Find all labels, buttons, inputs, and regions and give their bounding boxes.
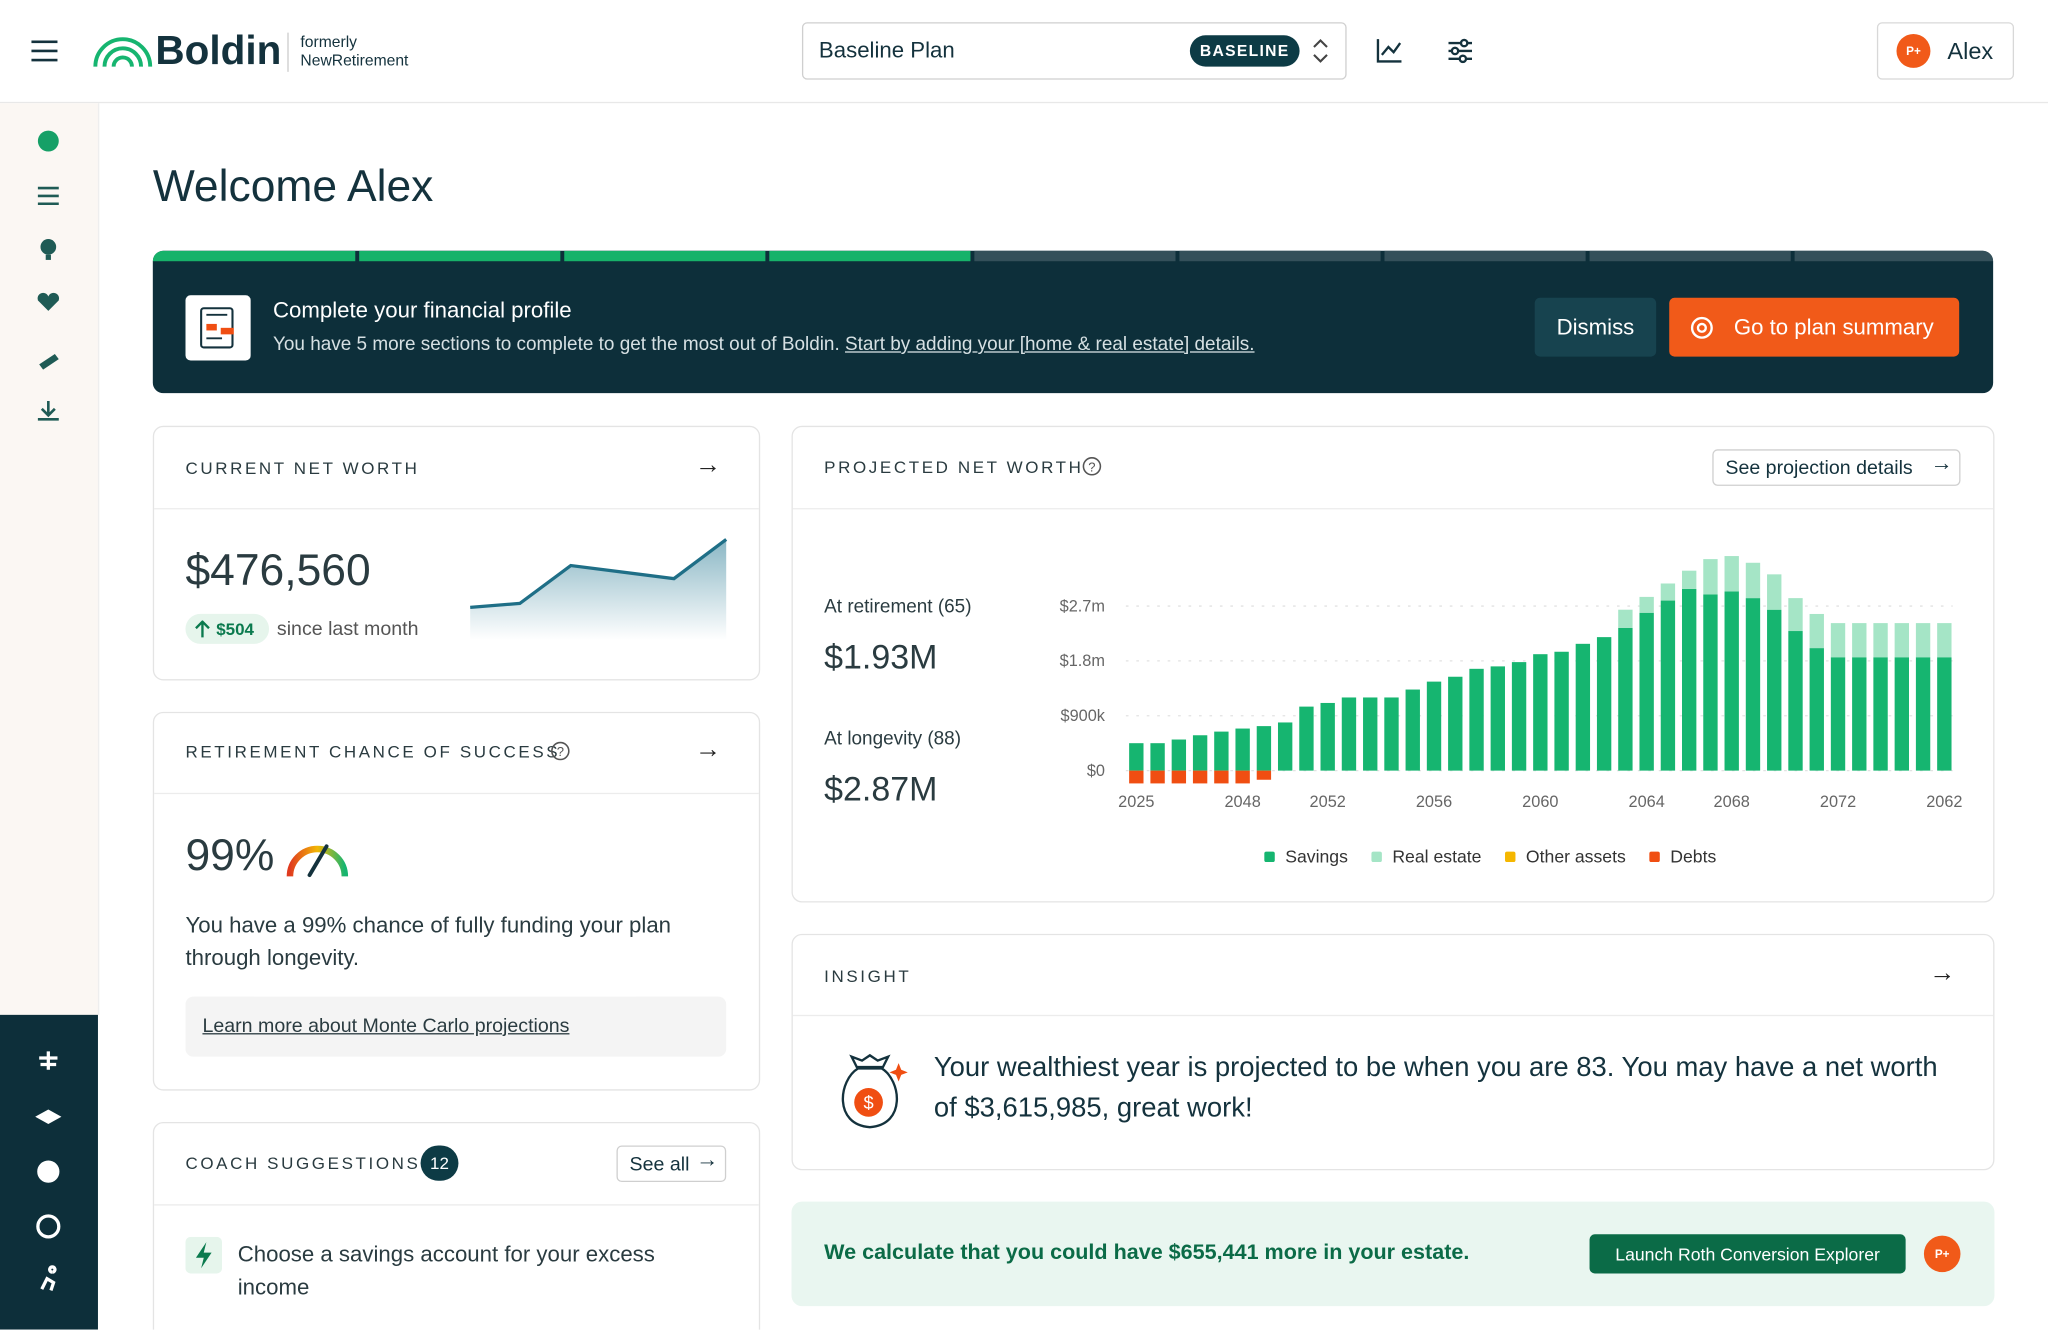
sidebar-icons[interactable]: [0, 103, 98, 1329]
welcome: Welcome Alex: [152, 161, 434, 212]
logo-text: Boldin: [155, 27, 282, 74]
longevity-value: $2.87M: [824, 769, 938, 809]
former-name: NewRetirement: [300, 50, 409, 70]
change-note: since last month: [276, 617, 419, 640]
cta-icon: [1690, 316, 1713, 339]
dismiss-button[interactable]: Dismiss: [1534, 297, 1657, 357]
top-bar: [0, 0, 2048, 104]
projection-details-button[interactable]: See projection details: [1712, 449, 1961, 486]
insight-card: [791, 933, 1995, 1171]
plan-summary-button[interactable]: Go to plan summary: [1669, 297, 1960, 357]
change-pill: $504: [185, 613, 270, 644]
card-arrow[interactable]: →: [694, 735, 721, 765]
retirement-label: At retirement (65): [824, 596, 972, 618]
chart-icon[interactable]: [1375, 38, 1404, 64]
see-all-button[interactable]: See all: [616, 1145, 727, 1183]
help-icon[interactable]: ?: [550, 741, 571, 762]
see-all-arrow: →: [696, 1146, 719, 1172]
projection-card: [791, 425, 1995, 903]
roth-text: We calculate that you could have $655,44…: [824, 1240, 1470, 1265]
plan-badge: BASELINE: [1189, 35, 1300, 67]
banner-title: Complete your financial profile: [272, 297, 572, 323]
success-value: 99%: [185, 830, 275, 881]
card-title: COACH SUGGESTIONS: [185, 1153, 421, 1173]
card-title: CURRENT NET WORTH: [185, 458, 420, 479]
logo-mark: [93, 37, 153, 67]
insight-text: Your wealthiest year is projected to be …: [933, 1052, 1938, 1124]
count-badge: 12: [420, 1145, 459, 1181]
svg-text:?: ?: [1088, 460, 1095, 475]
user-button[interactable]: [1876, 22, 2015, 80]
plan-name: Baseline Plan: [818, 37, 955, 63]
chevrons: [1313, 39, 1328, 63]
help-icon[interactable]: ?: [1081, 456, 1102, 477]
longevity-label: At longevity (88): [824, 728, 962, 750]
learn-box: [185, 996, 727, 1057]
net-worth-value: $476,560: [185, 545, 371, 596]
card-arrow[interactable]: →: [1929, 958, 1956, 988]
user-badge: P+: [1896, 33, 1931, 68]
card-title: RETIREMENT CHANCE OF SUCCESS: [185, 741, 561, 762]
retirement-value: $1.93M: [824, 637, 938, 677]
coach-item[interactable]: Choose a savings account for your excess…: [237, 1242, 655, 1300]
bolt-icon: [185, 1236, 223, 1274]
user-name: Alex: [1947, 37, 1994, 64]
svg-text:?: ?: [557, 744, 564, 759]
card-arrow[interactable]: →: [694, 450, 721, 480]
money-bag-icon: $: [841, 1053, 908, 1129]
profile-icon: [185, 295, 251, 361]
plan-selector[interactable]: [801, 22, 1347, 80]
roth-button[interactable]: Launch Roth Conversion Explorer: [1589, 1234, 1906, 1274]
sparkline: [470, 538, 728, 640]
success-text: You have a 99% chance of fully funding y…: [185, 912, 672, 971]
banner-text: You have 5 more sections to complete to …: [273, 334, 1255, 355]
settings-icon[interactable]: [1447, 38, 1476, 64]
formerly: formerly: [300, 32, 358, 51]
logo-divider: [287, 32, 289, 72]
card-title: INSIGHT: [824, 966, 912, 987]
gauge: [286, 844, 349, 878]
card-title: PROJECTED NET WORTH: [824, 457, 1084, 477]
banner-link[interactable]: Start by adding your [home & real estate…: [844, 334, 1255, 356]
roth-badge: P+: [1923, 1235, 1961, 1273]
banner-message: You have 5 more sections to complete to …: [272, 334, 840, 356]
svg-text:$: $: [863, 1092, 873, 1113]
details-arrow: →: [1930, 450, 1953, 476]
learn-link[interactable]: Learn more about Monte Carlo projections: [202, 1014, 570, 1038]
up-arrow: [195, 620, 210, 638]
menu-icon[interactable]: [31, 38, 60, 64]
